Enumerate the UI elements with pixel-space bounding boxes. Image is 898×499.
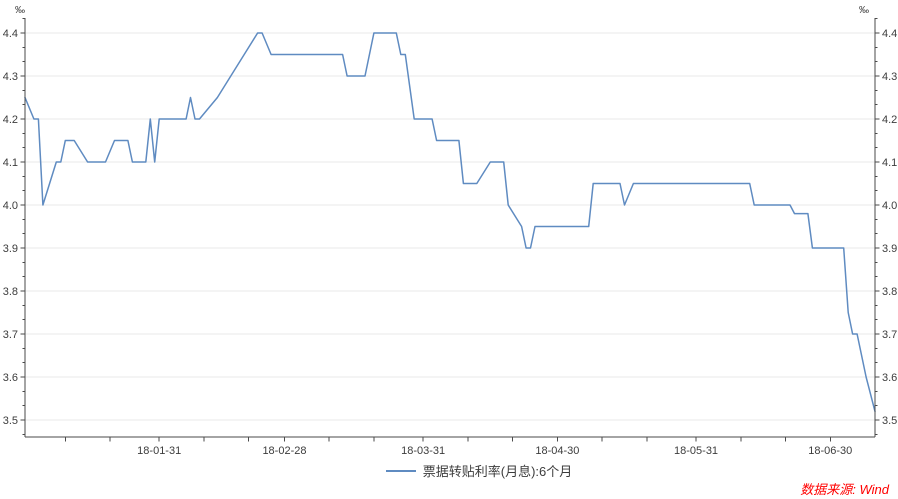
axes — [24, 18, 876, 438]
data-source-label: 数据来源: Wind — [800, 482, 889, 497]
x-tick-label: 18-06-30 — [808, 445, 852, 457]
y-tick-label-left: 4.4 — [3, 28, 18, 40]
x-tick-label: 18-05-31 — [674, 445, 718, 457]
x-tick-label: 18-02-28 — [262, 445, 306, 457]
legend-label[interactable]: 票据转贴利率(月息):6个月 — [422, 464, 573, 479]
y-tick-label-left: 4.1 — [3, 157, 18, 169]
y-tick-label-left: 4.3 — [3, 71, 18, 83]
y-tick-label-left: 3.7 — [3, 329, 18, 341]
y-tick-label-left: 4.0 — [3, 200, 18, 212]
y-tick-label-right: 4.1 — [882, 157, 897, 169]
y-tick-label-right: 3.5 — [882, 415, 897, 427]
y-tick-label-right: 4.2 — [882, 114, 897, 126]
y-axis-ticks: 3.5 3.5 3.6 3.6 3.7 3.7 3.8 3.8 3.9 3.9 4.0 4.0 4.1 4… — [3, 18, 897, 435]
y-tick-label-left: 3.9 — [3, 243, 18, 255]
x-tick-label: 18-03-31 — [401, 445, 445, 457]
x-tick-label: 18-01-31 — [137, 445, 181, 457]
y-tick-label-right: 4.4 — [882, 28, 897, 40]
y-tick-label-left: 3.6 — [3, 372, 18, 384]
y-tick-label-right: 3.9 — [882, 243, 897, 255]
x-axis-ticks: 18-01-31 18-02-28 18-03-31 18-04-30 18-05-31… — [64, 437, 852, 457]
y-tick-label-right: 3.7 — [882, 329, 897, 341]
x-tick-label: 18-04-30 — [535, 445, 579, 457]
y-tick-label-right: 4.0 — [882, 200, 897, 212]
y-axis-unit-left: ‰ — [15, 5, 25, 16]
y-tick-label-left: 3.8 — [3, 286, 18, 298]
rate-line-series[interactable] — [24, 32, 876, 413]
y-tick-label-right: 3.8 — [882, 286, 897, 298]
gridlines — [25, 32, 875, 421]
y-axis-unit-right: ‰ — [859, 5, 869, 16]
y-tick-label-right: 4.3 — [882, 71, 897, 83]
y-tick-label-left: 3.5 — [3, 415, 18, 427]
y-tick-label-right: 3.6 — [882, 372, 897, 384]
y-tick-label-left: 4.2 — [3, 114, 18, 126]
